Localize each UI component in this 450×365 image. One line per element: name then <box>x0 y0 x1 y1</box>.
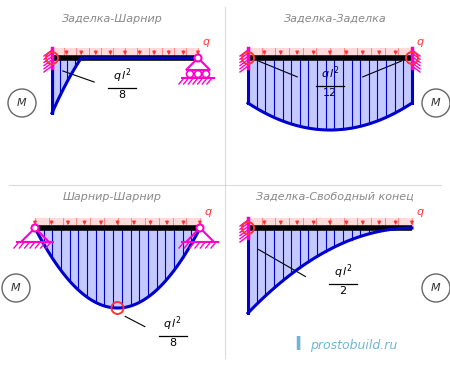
Text: M: M <box>11 283 21 293</box>
Text: q: q <box>416 207 423 217</box>
Text: Шарнир-Шарнир: Шарнир-Шарнир <box>63 192 162 202</box>
Circle shape <box>8 89 36 117</box>
Text: q: q <box>202 37 209 47</box>
Text: $q\,l^2$: $q\,l^2$ <box>112 66 131 85</box>
Text: prostobuild.ru: prostobuild.ru <box>310 338 397 351</box>
Text: 8: 8 <box>169 338 176 348</box>
Text: q: q <box>204 207 211 217</box>
Text: $q\,l^2$: $q\,l^2$ <box>320 64 339 83</box>
Bar <box>248 48 412 58</box>
Bar <box>248 218 412 228</box>
Circle shape <box>422 274 450 302</box>
Circle shape <box>194 54 202 61</box>
Text: M: M <box>431 98 441 108</box>
Text: Заделка-Шарнир: Заделка-Шарнир <box>62 14 162 24</box>
Text: Заделка-Свободный конец: Заделка-Свободный конец <box>256 192 414 202</box>
Bar <box>52 48 198 58</box>
Text: I: I <box>294 335 302 354</box>
Text: q: q <box>416 37 423 47</box>
Text: Заделка-Заделка: Заделка-Заделка <box>284 14 387 24</box>
Text: 12: 12 <box>323 88 337 98</box>
Text: M: M <box>17 98 27 108</box>
Text: 8: 8 <box>118 90 126 100</box>
Circle shape <box>2 274 30 302</box>
Text: M: M <box>431 283 441 293</box>
Text: $q\,l^2$: $q\,l^2$ <box>163 314 182 333</box>
Text: $q\,l^2$: $q\,l^2$ <box>333 262 352 281</box>
Bar <box>35 218 200 228</box>
Circle shape <box>197 224 203 231</box>
Circle shape <box>422 89 450 117</box>
Circle shape <box>32 224 39 231</box>
Text: 2: 2 <box>339 286 346 296</box>
